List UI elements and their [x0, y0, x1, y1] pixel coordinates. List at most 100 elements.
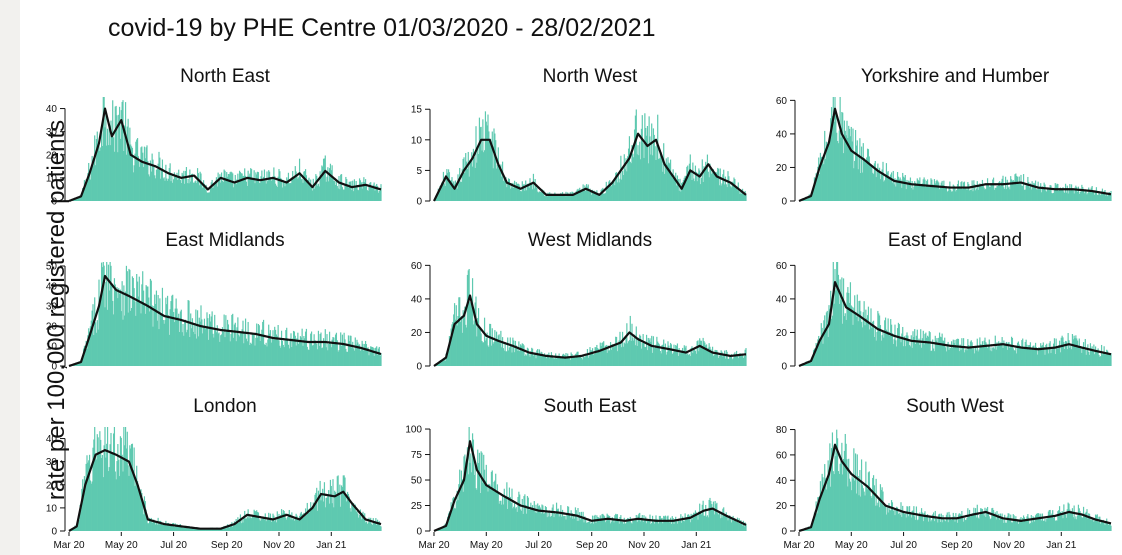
daily-bar	[286, 519, 288, 531]
daily-bar	[968, 344, 970, 366]
daily-bar	[1031, 181, 1033, 201]
daily-bar	[674, 349, 676, 366]
daily-bar	[157, 163, 159, 201]
daily-bar	[1035, 513, 1038, 531]
daily-bar	[705, 516, 708, 531]
daily-bar	[1074, 338, 1076, 366]
daily-bar	[177, 317, 179, 366]
daily-bar	[946, 512, 948, 531]
daily-bar	[972, 513, 974, 531]
daily-bar	[299, 513, 302, 531]
daily-bar	[823, 164, 825, 201]
daily-bar	[519, 494, 521, 531]
daily-bar	[603, 193, 605, 201]
daily-bar	[1077, 504, 1080, 531]
daily-bar	[150, 171, 152, 201]
daily-bar	[453, 496, 455, 531]
daily-bar	[249, 515, 251, 531]
daily-bar	[315, 343, 317, 366]
daily-bar	[962, 182, 965, 201]
daily-bar	[609, 180, 611, 201]
daily-bar	[637, 337, 639, 366]
daily-bar	[441, 182, 443, 201]
daily-bar	[667, 157, 669, 201]
daily-bar	[621, 331, 624, 366]
daily-bar	[81, 360, 83, 366]
daily-bar	[941, 180, 943, 201]
daily-bar	[181, 525, 183, 531]
daily-bar	[175, 298, 177, 366]
daily-bar	[660, 353, 662, 366]
daily-bar	[316, 349, 319, 366]
daily-bar	[904, 346, 906, 366]
daily-bar	[807, 197, 810, 201]
daily-bar	[907, 183, 909, 201]
daily-bar	[580, 511, 583, 531]
daily-bar	[870, 496, 872, 531]
daily-bar	[1016, 342, 1019, 366]
daily-bar	[1060, 189, 1062, 201]
daily-bar	[966, 350, 968, 366]
daily-bar	[731, 517, 733, 531]
daily-bar	[1076, 519, 1078, 531]
daily-bar	[268, 333, 271, 366]
daily-bar	[670, 344, 673, 366]
daily-bar	[214, 529, 217, 531]
daily-bar	[700, 514, 703, 531]
daily-bar	[966, 189, 968, 201]
daily-bar	[531, 347, 533, 366]
y-tick-label: 10	[46, 342, 58, 353]
daily-bar	[604, 345, 607, 366]
daily-bar	[1037, 349, 1039, 366]
daily-bar	[354, 187, 356, 201]
daily-bar	[217, 333, 219, 366]
daily-bar	[729, 516, 732, 531]
daily-bar	[1003, 522, 1005, 531]
daily-bar	[244, 510, 246, 531]
daily-bar	[380, 184, 382, 201]
daily-bar	[318, 495, 320, 531]
daily-bar	[930, 178, 932, 201]
daily-bar	[277, 518, 279, 531]
daily-bar	[231, 314, 233, 366]
daily-bar	[585, 353, 588, 366]
daily-bar	[741, 193, 743, 201]
daily-bar	[998, 519, 1001, 531]
daily-bar	[265, 521, 267, 531]
daily-bar	[724, 176, 727, 201]
daily-bar	[273, 339, 275, 366]
daily-bar	[1052, 343, 1055, 366]
daily-bar	[889, 178, 891, 201]
daily-bar	[207, 528, 209, 531]
daily-bar	[586, 186, 589, 201]
daily-bar	[1087, 192, 1089, 201]
daily-bar	[460, 470, 463, 531]
daily-bar	[135, 315, 137, 366]
daily-bar	[1079, 347, 1081, 366]
daily-bar	[128, 144, 130, 201]
daily-bar	[587, 357, 589, 366]
daily-bar	[1019, 183, 1021, 201]
daily-bar	[857, 321, 859, 366]
daily-bar	[170, 524, 172, 531]
daily-bar	[354, 504, 356, 531]
daily-bar	[316, 510, 319, 531]
daily-bar	[364, 182, 366, 201]
daily-bar	[167, 178, 170, 201]
daily-bar	[578, 356, 580, 366]
daily-bar	[985, 342, 987, 366]
daily-bar	[195, 528, 197, 531]
daily-bar	[224, 170, 226, 201]
daily-bar	[666, 164, 668, 201]
daily-bar	[145, 147, 147, 201]
daily-bar	[351, 501, 353, 531]
daily-bar	[174, 308, 176, 366]
daily-bar	[464, 306, 466, 366]
daily-bar	[959, 513, 961, 531]
daily-bar	[733, 353, 735, 366]
daily-bar	[1026, 516, 1028, 531]
daily-bar	[1088, 190, 1091, 201]
daily-bar	[187, 300, 189, 366]
